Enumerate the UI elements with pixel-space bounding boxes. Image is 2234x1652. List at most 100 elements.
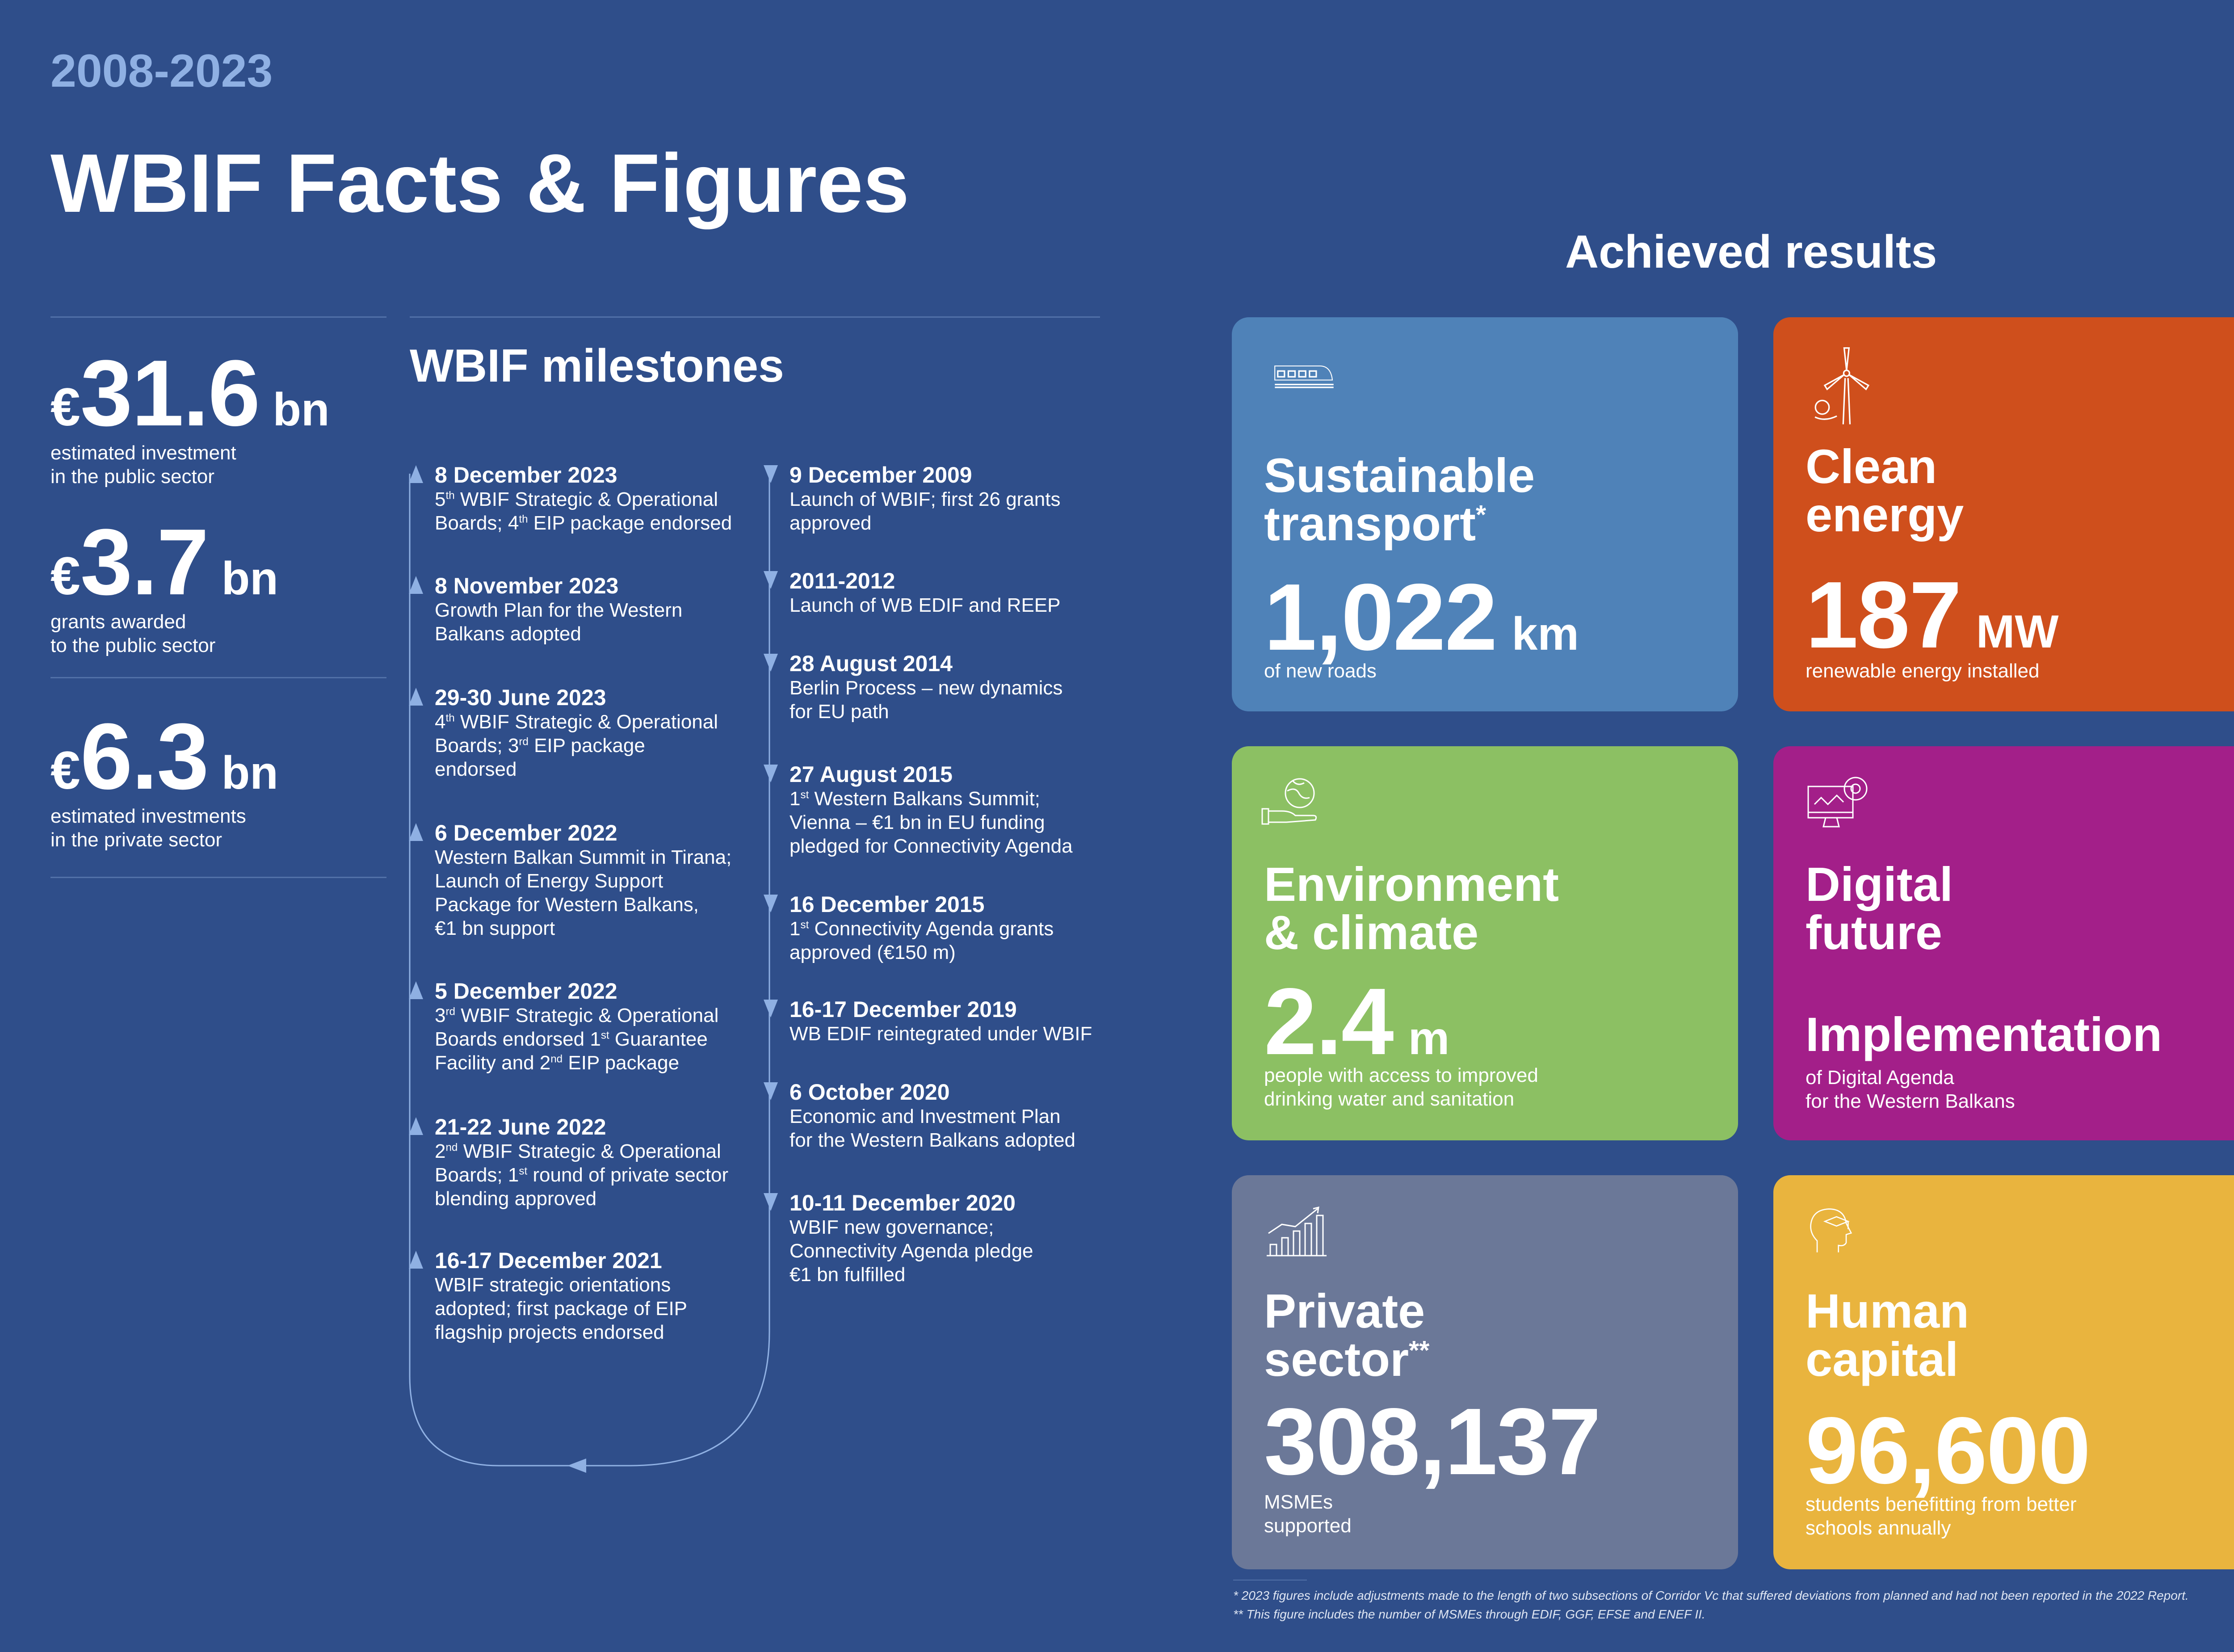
bar-chart-icon [1267, 1206, 1327, 1257]
milestone-text: WB EDIF reintegrated under WBIF [789, 1023, 1092, 1045]
arrow-up-icon [409, 981, 423, 999]
stat-value: 31.6 [80, 340, 260, 446]
milestone-item: 8 December 2023 5th WBIF Strategic & Oper… [435, 462, 752, 535]
card-caption: people with access to improved drinking … [1264, 1064, 1538, 1110]
footnote-marker: * [1476, 500, 1487, 530]
card-title: Private sector** [1264, 1284, 1430, 1386]
arrow-down-icon [764, 1000, 778, 1017]
arrow-down-icon [764, 571, 778, 589]
milestone-item: 6 December 2022 Western Balkan Summit in … [435, 820, 752, 940]
arrow-down-icon [764, 1193, 778, 1211]
card-value: 96,600 [1806, 1397, 2091, 1503]
globe-hand-icon [1261, 778, 1317, 825]
computer-icon [1807, 777, 1868, 828]
milestone-text: 1st Western Balkans Summit; Vienna – €1 … [789, 788, 1073, 857]
graduate-head-icon [1810, 1208, 1852, 1253]
milestone-date: 9 December 2009 [789, 462, 972, 488]
page-title: WBIF Facts & Figures [50, 137, 910, 230]
footnote-2: ** This figure includes the number of MS… [1233, 1607, 1705, 1621]
milestone-item: 16-17 December 2021 WBIF strategic orient… [435, 1248, 752, 1344]
milestone-item: 2011-2012 Launch of WB EDIF and REEP [789, 568, 1107, 617]
milestone-text: Launch of WBIF; first 26 grants approved [789, 488, 1061, 534]
card-title: Human capital [1806, 1284, 1969, 1386]
card-value: 187 MW [1806, 562, 2059, 668]
milestone-item: 16-17 December 2019 WB EDIF reintegrated … [789, 997, 1107, 1046]
train-icon [1274, 365, 1334, 388]
timeline-arrow-icon [567, 1459, 586, 1473]
milestone-date: 5 December 2022 [435, 979, 617, 1004]
milestones-title: WBIF milestones [410, 340, 784, 392]
milestone-item: 27 August 2015 1st Western Balkans Summit… [789, 762, 1107, 858]
divider [50, 677, 386, 678]
stat-private-investment: €6.3 bn estimated investments in the priv… [50, 710, 278, 852]
timeline-loop [409, 474, 770, 1467]
milestone-date: 8 November 2023 [435, 573, 619, 598]
stat-value: 3.7 [80, 509, 209, 614]
stat-unit: bn [273, 384, 330, 436]
arrow-down-icon [764, 1082, 778, 1100]
milestone-date: 16-17 December 2019 [789, 997, 1017, 1022]
stat-description: grants awarded to the public sector [50, 611, 216, 656]
milestone-text: 2nd WBIF Strategic & Operational Boards;… [435, 1140, 729, 1210]
milestone-item: 5 December 2022 3rd WBIF Strategic & Oper… [435, 979, 752, 1075]
milestone-date: 6 December 2022 [435, 820, 617, 845]
card-human-capital: Human capital 96,600 students benefittin… [1773, 1175, 2234, 1569]
milestone-item: 8 November 2023 Growth Plan for the Weste… [435, 573, 752, 646]
currency-symbol: € [50, 546, 80, 606]
milestone-item: 29-30 June 2023 4th WBIF Strategic & Oper… [435, 685, 752, 781]
arrow-down-icon [764, 765, 778, 782]
arrow-up-icon [409, 1251, 423, 1269]
milestone-text: Western Balkan Summit in Tirana; Launch … [435, 846, 732, 939]
footnote-divider [1233, 1580, 1307, 1581]
currency-symbol: € [50, 377, 80, 437]
milestone-text: WBIF strategic orientations adopted; fir… [435, 1274, 688, 1343]
stat-unit: bn [221, 553, 278, 605]
milestone-date: 28 August 2014 [789, 651, 953, 676]
card-title: Digital future [1806, 857, 1953, 959]
divider [410, 316, 1100, 318]
card-value: 308,137 [1264, 1388, 1601, 1494]
years-range: 2008-2023 [50, 45, 273, 97]
milestone-item: 10-11 December 2020 WBIF new governance; … [789, 1190, 1107, 1286]
stat-public-investment: €31.6 bn estimated investment in the publ… [50, 346, 330, 488]
card-caption: of Digital Agenda for the Western Balkan… [1806, 1067, 2015, 1112]
achieved-results-title: Achieved results [1565, 226, 1937, 278]
card-sustainable-transport: Sustainable transport* 1,022 km of new ro… [1232, 317, 1738, 711]
card-environment-climate: Environment & climate 2.4 m people with a… [1232, 746, 1738, 1140]
milestone-text: Berlin Process – new dynamics for EU pat… [789, 677, 1063, 723]
milestone-date: 21-22 June 2022 [435, 1114, 606, 1139]
footnote-1: * 2023 figures include adjustments made … [1233, 1589, 2189, 1602]
card-title: Clean energy [1806, 439, 1964, 542]
arrow-up-icon [409, 823, 423, 841]
arrow-up-icon [409, 465, 423, 483]
divider [50, 316, 386, 318]
currency-symbol: € [50, 740, 80, 800]
stat-description: estimated investment in the public secto… [50, 442, 236, 488]
milestone-item: 6 October 2020 Economic and Investment Pl… [789, 1080, 1107, 1152]
arrow-down-icon [764, 465, 778, 483]
milestone-text: Growth Plan for the Western Balkans adop… [435, 599, 683, 645]
milestone-date: 27 August 2015 [789, 762, 953, 787]
card-value: 1,022 km [1264, 564, 1579, 670]
card-caption: students benefitting from better schools… [1806, 1493, 2077, 1539]
stat-value: 6.3 [80, 704, 209, 809]
card-private-sector: Private sector** 308,137 MSMEs supported [1232, 1175, 1738, 1569]
milestone-date: 8 December 2023 [435, 462, 617, 488]
card-title: Sustainable transport* [1264, 448, 1535, 551]
milestone-date: 16 December 2015 [789, 892, 985, 917]
milestone-item: 21-22 June 2022 2nd WBIF Strategic & Oper… [435, 1114, 752, 1211]
milestone-text: 3rd WBIF Strategic & Operational Boards … [435, 1005, 719, 1074]
milestone-item: 28 August 2014 Berlin Process – new dynam… [789, 651, 1107, 723]
card-title: Environment & climate [1264, 857, 1559, 959]
milestone-text: WBIF new governance; Connectivity Agenda… [789, 1216, 1033, 1286]
stat-description: estimated investments in the private sec… [50, 805, 246, 851]
card-caption: renewable energy installed [1806, 660, 2040, 682]
card-caption: of new roads [1264, 660, 1377, 682]
milestone-text: 5th WBIF Strategic & Operational Boards;… [435, 488, 732, 534]
milestone-date: 6 October 2020 [789, 1080, 950, 1105]
footnote-marker: ** [1409, 1335, 1430, 1365]
card-clean-energy: Clean energy 187 MW renewable energy inst… [1773, 317, 2234, 711]
milestone-item: 16 December 2015 1st Connectivity Agenda … [789, 892, 1107, 964]
wind-turbine-icon [1814, 347, 1870, 425]
arrow-up-icon [409, 688, 423, 706]
